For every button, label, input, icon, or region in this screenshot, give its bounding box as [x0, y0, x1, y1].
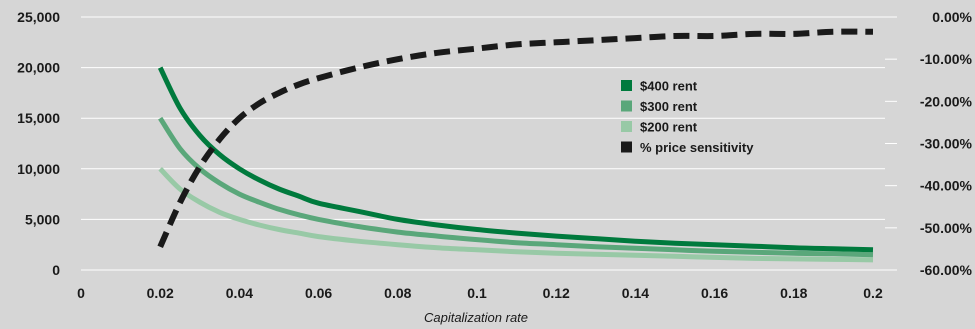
y-left-tick-label: 20,000 — [17, 60, 60, 76]
x-tick-label: 0.04 — [226, 285, 253, 301]
y-left-tick-label: 10,000 — [17, 161, 60, 177]
x-axis-title: Capitalization rate — [424, 310, 528, 325]
series-group — [157, 28, 874, 263]
legend-label: $200 rent — [640, 120, 698, 135]
y-left-tick-label: 15,000 — [17, 110, 60, 126]
x-tick-label: 0.2 — [863, 285, 883, 301]
x-tick-label: 0.06 — [305, 285, 332, 301]
y-right-tick-label: -30.00% — [920, 136, 973, 152]
y-right-tick-label: -40.00% — [920, 178, 973, 194]
x-tick-label: 0.12 — [543, 285, 570, 301]
x-tick-label: 0.16 — [701, 285, 728, 301]
series-line-300-rent — [158, 116, 874, 258]
x-tick-label: 0.02 — [147, 285, 174, 301]
legend: $400 rent $300 rent $200 rent % price sensi… — [621, 79, 754, 155]
legend-swatch — [621, 141, 632, 153]
legend-swatch — [621, 100, 632, 112]
legend-label: $400 rent — [640, 79, 698, 94]
x-tick-label: 0.08 — [384, 285, 411, 301]
x-tick-label: 0.18 — [780, 285, 807, 301]
x-tick-label: 0.1 — [467, 285, 487, 301]
y-left-tick-label: 5,000 — [25, 211, 60, 227]
series-line-400-rent — [157, 66, 874, 253]
legend-swatch — [621, 80, 632, 91]
y-right-tick-label: -50.00% — [920, 220, 973, 236]
y-right-tick-label: -60.00% — [920, 262, 973, 278]
y-right-tick-label: -10.00% — [920, 51, 973, 67]
y-left-tick-label: 0 — [52, 262, 60, 278]
y-left-tick-label: 25,000 — [17, 9, 60, 25]
legend-swatch — [621, 121, 632, 132]
legend-label: % price sensitivity — [640, 140, 754, 155]
series-line-200-rent — [158, 167, 874, 263]
grid — [81, 16, 897, 271]
tick-labels: 0 5,000 10,000 15,000 20,000 25,000 -60.00% -50… — [17, 9, 972, 301]
legend-label: $300 rent — [640, 99, 698, 114]
y-right-tick-label: -20.00% — [920, 93, 973, 109]
x-tick-label: 0 — [77, 285, 85, 301]
x-tick-label: 0.14 — [622, 285, 649, 301]
series-line-price-sensitivity — [157, 28, 874, 249]
y-right-tick-label: 0.00% — [932, 9, 972, 25]
